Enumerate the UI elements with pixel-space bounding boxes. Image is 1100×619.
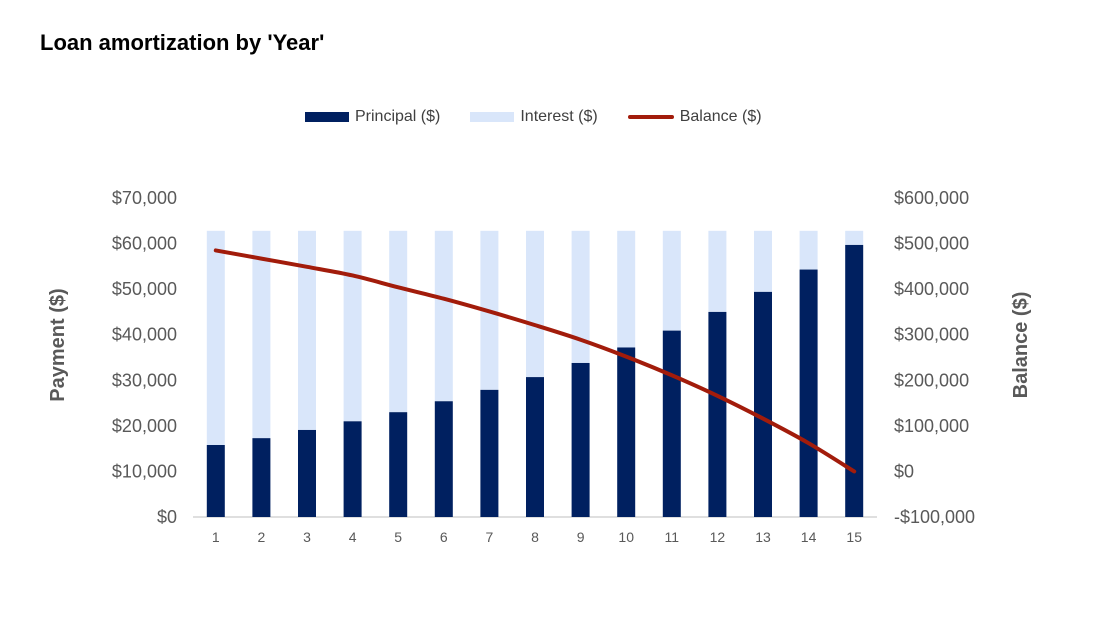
y-right-tick-label: $400,000 [894, 279, 969, 299]
bar-principal [754, 291, 772, 517]
y-left-tick-label: $60,000 [112, 234, 177, 254]
bar-interest [252, 230, 271, 439]
x-tick-label: 9 [577, 529, 585, 545]
x-tick-label: 13 [755, 529, 771, 545]
x-tick-label: 14 [801, 529, 817, 545]
y-right-tick-label: $300,000 [894, 325, 969, 345]
legend-label-principal: Principal ($) [355, 108, 441, 125]
bar-principal [526, 377, 544, 517]
balance-line [213, 248, 857, 474]
x-tick-label: 10 [618, 529, 634, 545]
bar-interest [206, 230, 225, 445]
bar-interest [434, 230, 453, 402]
legend-item-interest: Interest ($) [470, 108, 598, 126]
bar-principal [799, 269, 818, 517]
x-tick-label: 7 [486, 529, 494, 545]
y-left-tick-label: $30,000 [112, 370, 177, 390]
legend-item-balance: Balance ($) [627, 108, 762, 126]
legend-label-balance: Balance ($) [679, 108, 762, 125]
bar-principal [343, 421, 362, 517]
bar-principal [389, 412, 408, 517]
bar-interest [754, 230, 772, 292]
x-tick-label: 8 [531, 529, 539, 545]
bar-principal [617, 347, 636, 517]
legend: Principal ($) Interest ($) Balance ($) [305, 108, 792, 126]
legend-swatch-balance [627, 115, 674, 119]
y-right-tick-label: $0 [894, 461, 914, 481]
x-tick-label: 12 [710, 529, 726, 545]
y-left-tick-label: $20,000 [112, 416, 177, 436]
legend-item-principal: Principal ($) [305, 108, 440, 126]
y-right-tick-label: $600,000 [894, 188, 969, 208]
bar-interest [845, 230, 864, 245]
legend-label-interest: Interest ($) [520, 108, 598, 125]
x-tick-label: 3 [303, 529, 311, 545]
y-left-axis-label: Payment ($) [47, 288, 69, 401]
bar-principal [206, 444, 225, 517]
x-tick-label: 11 [665, 529, 680, 545]
bar-principal [571, 362, 590, 517]
y-right-tick-label: $500,000 [894, 234, 969, 254]
chart-title: Loan amortization by 'Year' [40, 30, 325, 55]
bar-interest [799, 230, 818, 270]
legend-swatch-principal [305, 112, 349, 122]
y-right-tick-label: $100,000 [894, 416, 969, 436]
bar-interest [298, 230, 316, 430]
bar-principal [845, 244, 864, 517]
bar-principal [434, 401, 453, 517]
y-left-tick-label: $70,000 [112, 188, 177, 208]
legend-swatch-interest [470, 112, 515, 122]
bar-interest [662, 230, 681, 331]
bar-principal [708, 311, 727, 517]
y-right-axis-label: Balance ($) [1010, 292, 1032, 399]
y-left-tick-label: $0 [157, 507, 177, 527]
y-right-tick-label: -$100,000 [894, 507, 975, 527]
y-right-tick-label: $200,000 [894, 370, 969, 390]
bar-interest [708, 230, 727, 312]
x-tick-label: 15 [846, 529, 862, 545]
bar-interest [526, 230, 544, 378]
bar-principal [480, 389, 499, 517]
bar-interest [617, 230, 636, 348]
bar-interest [389, 230, 408, 413]
x-tick-label: 5 [394, 529, 402, 545]
bar-principal [252, 438, 271, 517]
x-tick-label: 2 [258, 529, 266, 545]
y-left-tick-label: $40,000 [112, 325, 177, 345]
bar-interest [571, 230, 590, 363]
bar-principal [662, 330, 681, 517]
y-left-tick-label: $50,000 [112, 279, 177, 299]
x-tick-label: 1 [212, 529, 220, 545]
x-tick-label: 4 [349, 529, 357, 545]
y-left-tick-label: $10,000 [112, 461, 177, 481]
bar-principal [298, 429, 316, 517]
bar-interest [343, 230, 362, 422]
x-tick-label: 6 [440, 529, 448, 545]
